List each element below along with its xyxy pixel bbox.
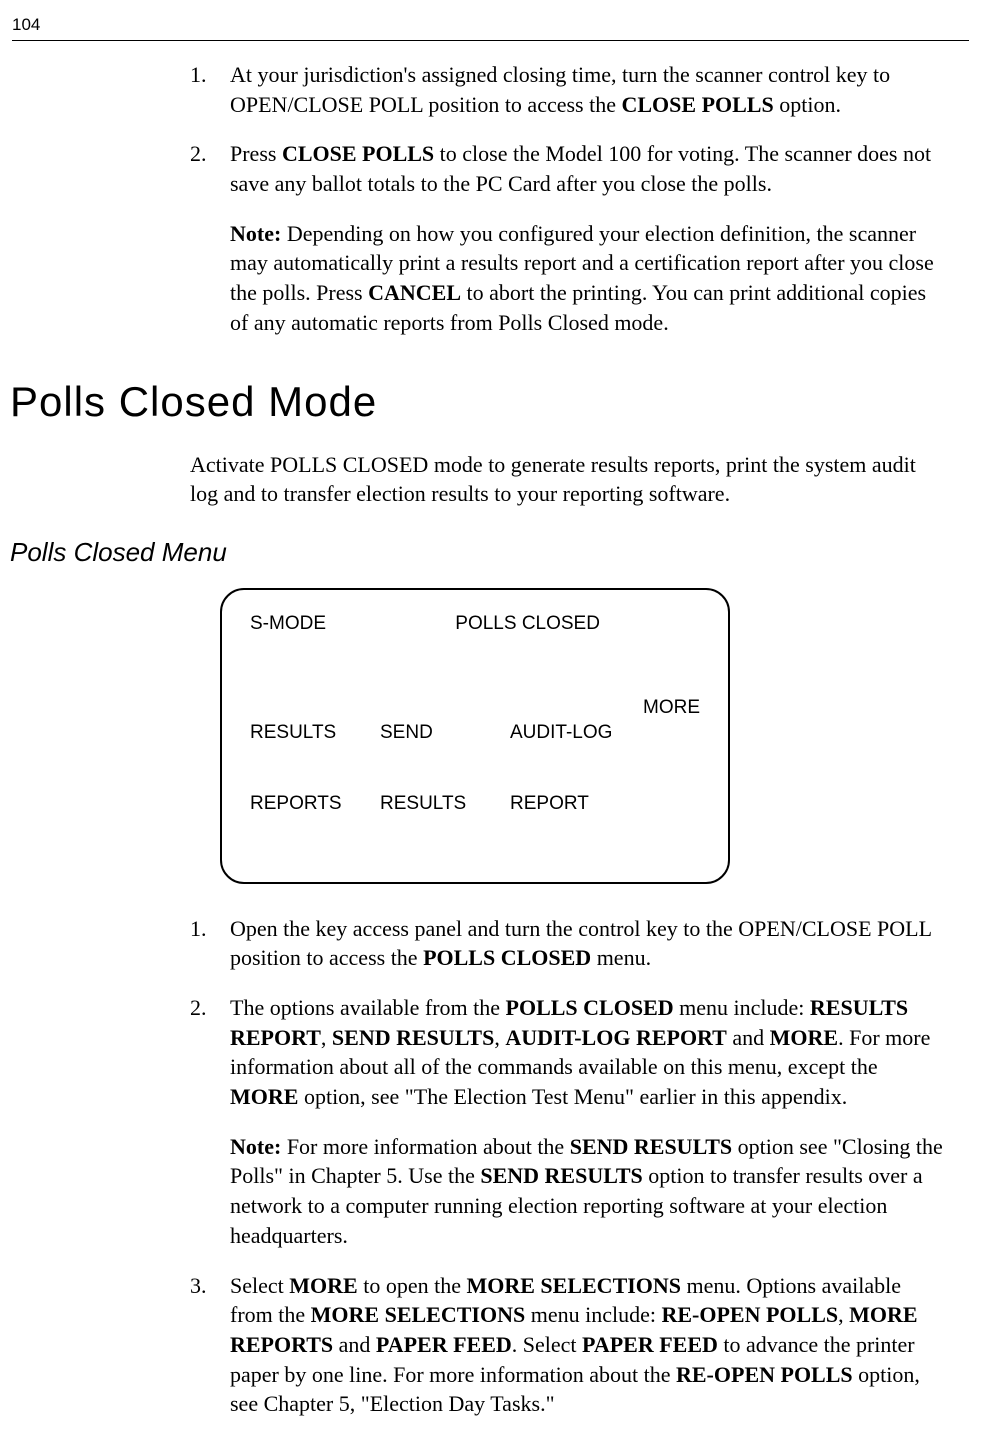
opt-line: RESULTS [250, 721, 380, 745]
subsection-heading: Polls Closed Menu [10, 537, 945, 568]
text: , [838, 1302, 849, 1327]
bold: RE-OPEN POLLS [661, 1302, 838, 1327]
note-paragraph: Note: For more information about the SEN… [190, 1132, 945, 1251]
step-number: 1. [190, 60, 207, 90]
bold: SEND RESULTS [332, 1025, 494, 1050]
text: . Select [512, 1332, 582, 1357]
bold: SEND RESULTS [480, 1163, 642, 1188]
text: menu include: [674, 995, 810, 1020]
step-1: 1. Open the key access panel and turn th… [190, 914, 945, 973]
display-option-audit: AUDIT-LOG REPORT [510, 674, 640, 864]
bold: MORE SELECTIONS [311, 1302, 526, 1327]
bold: MORE SELECTIONS [466, 1273, 681, 1298]
bold: CLOSE POLLS [282, 141, 434, 166]
note-label: Note: [230, 221, 281, 246]
text: option. [774, 92, 841, 117]
bold: PAPER FEED [376, 1332, 512, 1357]
polls-closed-steps-continued: 3. Select MORE to open the MORE SELECTIO… [190, 1271, 945, 1419]
intro-paragraph: Activate POLLS CLOSED mode to generate r… [190, 450, 945, 509]
bold: CANCEL [368, 280, 461, 305]
opt-line: REPORT [510, 792, 640, 816]
opt-line: REPORTS [250, 792, 380, 816]
text: For more information about the [281, 1134, 569, 1159]
text: menu include: [525, 1302, 661, 1327]
display-option-send: SEND RESULTS [380, 674, 510, 864]
close-polls-steps: 1. At your jurisdiction's assigned closi… [190, 60, 945, 199]
page-number: 104 [12, 15, 40, 35]
step-number: 2. [190, 139, 207, 169]
bold: CLOSE POLLS [622, 92, 774, 117]
bold: MORE [289, 1273, 357, 1298]
text: Press [230, 141, 282, 166]
step-number: 3. [190, 1271, 207, 1301]
page-content: 1. At your jurisdiction's assigned closi… [190, 60, 945, 1439]
lcd-display: S-MODE POLLS CLOSED RESULTS REPORTS SEND… [220, 588, 730, 884]
text: , [494, 1025, 505, 1050]
display-mode: S-MODE [250, 612, 450, 636]
text: Select [230, 1273, 289, 1298]
bold: POLLS CLOSED [423, 945, 591, 970]
step-2: 2. The options available from the POLLS … [190, 993, 945, 1112]
bold: PAPER FEED [582, 1332, 718, 1357]
text: option, see "The Election Test Menu" ear… [298, 1084, 847, 1109]
step-number: 1. [190, 914, 207, 944]
text: , [321, 1025, 332, 1050]
display-header-row: S-MODE POLLS CLOSED [250, 612, 700, 636]
display-title: POLLS CLOSED [455, 613, 600, 634]
step-1: 1. At your jurisdiction's assigned closi… [190, 60, 945, 119]
bold: MORE [770, 1025, 838, 1050]
step-2: 2. Press CLOSE POLLS to close the Model … [190, 139, 945, 198]
display-options-row: RESULTS REPORTS SEND RESULTS AUDIT-LOG R… [250, 674, 700, 864]
step-number: 2. [190, 993, 207, 1023]
note-label: Note: [230, 1134, 281, 1159]
bold: RE-OPEN POLLS [676, 1362, 853, 1387]
text: and [727, 1025, 770, 1050]
opt-line: SEND [380, 721, 510, 745]
text: menu. [591, 945, 651, 970]
text: The options available from the [230, 995, 506, 1020]
polls-closed-steps: 1. Open the key access panel and turn th… [190, 914, 945, 1112]
bold: MORE [230, 1084, 298, 1109]
step-3: 3. Select MORE to open the MORE SELECTIO… [190, 1271, 945, 1419]
opt-line: RESULTS [380, 792, 510, 816]
opt-line: AUDIT-LOG [510, 721, 640, 745]
bold: POLLS CLOSED [506, 995, 674, 1020]
bold: AUDIT-LOG REPORT [505, 1025, 727, 1050]
bold: SEND RESULTS [570, 1134, 732, 1159]
header-rule [12, 40, 969, 41]
text: to open the [358, 1273, 467, 1298]
section-heading: Polls Closed Mode [10, 378, 945, 426]
text: and [333, 1332, 376, 1357]
note-paragraph: Note: Depending on how you configured yo… [190, 219, 945, 338]
display-option-more: MORE [640, 674, 700, 864]
display-option-results: RESULTS REPORTS [250, 674, 380, 864]
